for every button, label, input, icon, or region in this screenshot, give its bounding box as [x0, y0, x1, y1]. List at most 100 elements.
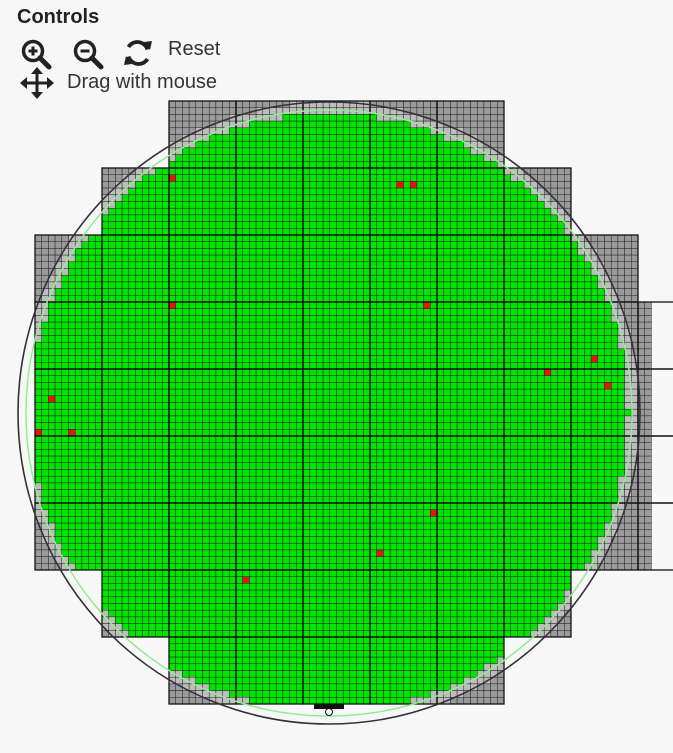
die[interactable] — [336, 429, 344, 437]
die[interactable] — [450, 368, 458, 376]
die[interactable] — [128, 221, 136, 229]
die[interactable] — [617, 375, 625, 383]
die[interactable] — [302, 375, 310, 383]
die[interactable] — [249, 402, 257, 410]
die[interactable] — [517, 402, 525, 410]
die[interactable] — [262, 120, 270, 129]
die[interactable] — [235, 207, 243, 216]
die[interactable] — [430, 355, 438, 363]
die[interactable] — [450, 288, 458, 296]
die[interactable] — [115, 248, 123, 256]
die[interactable] — [584, 341, 592, 350]
die[interactable] — [409, 402, 418, 410]
die[interactable] — [349, 435, 357, 443]
die[interactable] — [637, 348, 645, 356]
die[interactable] — [349, 241, 357, 249]
die[interactable] — [376, 435, 384, 443]
die[interactable] — [322, 422, 331, 430]
die[interactable] — [369, 455, 377, 464]
die[interactable] — [497, 415, 505, 423]
die[interactable] — [275, 429, 284, 437]
die[interactable] — [322, 429, 331, 437]
die[interactable] — [115, 502, 123, 510]
die[interactable] — [389, 362, 398, 370]
die[interactable] — [389, 295, 398, 303]
die[interactable] — [342, 241, 351, 249]
die[interactable] — [476, 221, 485, 229]
die[interactable] — [584, 469, 592, 477]
die[interactable] — [570, 274, 578, 283]
die[interactable] — [282, 114, 290, 122]
die[interactable] — [610, 241, 619, 249]
die[interactable] — [262, 187, 270, 196]
die[interactable] — [195, 147, 203, 155]
die[interactable] — [537, 502, 545, 510]
die[interactable] — [450, 221, 458, 229]
die[interactable] — [550, 268, 558, 276]
die[interactable] — [309, 120, 317, 129]
die[interactable] — [597, 348, 605, 356]
die[interactable] — [255, 248, 264, 256]
die[interactable] — [175, 462, 183, 470]
die[interactable] — [269, 261, 277, 269]
die[interactable] — [336, 455, 344, 464]
die[interactable] — [121, 402, 130, 410]
die[interactable] — [289, 422, 297, 430]
die[interactable] — [148, 335, 156, 343]
die[interactable] — [95, 502, 103, 510]
die[interactable] — [309, 388, 317, 397]
die[interactable] — [202, 268, 210, 276]
die[interactable] — [443, 449, 451, 457]
die[interactable] — [490, 462, 498, 470]
die[interactable] — [329, 301, 337, 309]
die[interactable] — [155, 281, 163, 289]
die[interactable] — [296, 248, 304, 256]
die[interactable] — [577, 496, 585, 504]
die[interactable] — [456, 100, 465, 108]
die[interactable] — [81, 462, 89, 470]
die[interactable] — [523, 362, 532, 370]
die[interactable] — [249, 348, 257, 356]
die[interactable] — [215, 509, 223, 517]
die[interactable] — [289, 462, 297, 470]
die[interactable] — [121, 509, 130, 517]
die[interactable] — [550, 408, 558, 417]
die[interactable] — [269, 375, 277, 383]
die[interactable] — [483, 120, 491, 129]
die[interactable] — [436, 174, 444, 182]
die[interactable] — [416, 234, 424, 242]
die[interactable] — [557, 281, 565, 289]
die[interactable] — [175, 187, 183, 196]
die[interactable] — [517, 328, 525, 336]
die[interactable] — [269, 154, 277, 162]
die[interactable] — [483, 475, 491, 484]
die[interactable] — [470, 127, 478, 135]
die[interactable] — [342, 174, 351, 182]
die[interactable] — [443, 114, 451, 122]
die[interactable] — [162, 187, 170, 196]
die[interactable] — [322, 408, 331, 417]
die[interactable] — [443, 388, 451, 397]
die[interactable] — [463, 214, 471, 222]
die[interactable] — [349, 496, 357, 504]
die[interactable] — [208, 502, 217, 510]
die[interactable] — [316, 134, 324, 142]
die[interactable] — [597, 388, 605, 397]
die[interactable] — [476, 127, 485, 135]
die[interactable] — [577, 422, 585, 430]
die[interactable] — [349, 489, 357, 497]
die[interactable] — [517, 234, 525, 242]
die[interactable] — [356, 161, 364, 169]
die[interactable] — [329, 402, 337, 410]
die[interactable] — [222, 395, 230, 403]
die[interactable] — [456, 442, 465, 450]
die[interactable] — [309, 321, 317, 330]
die[interactable] — [409, 355, 418, 363]
die[interactable] — [637, 475, 645, 484]
die[interactable] — [389, 482, 398, 490]
die[interactable] — [316, 502, 324, 510]
die[interactable] — [242, 228, 250, 236]
die[interactable] — [322, 114, 331, 122]
die[interactable] — [282, 496, 290, 504]
die[interactable] — [550, 335, 558, 343]
